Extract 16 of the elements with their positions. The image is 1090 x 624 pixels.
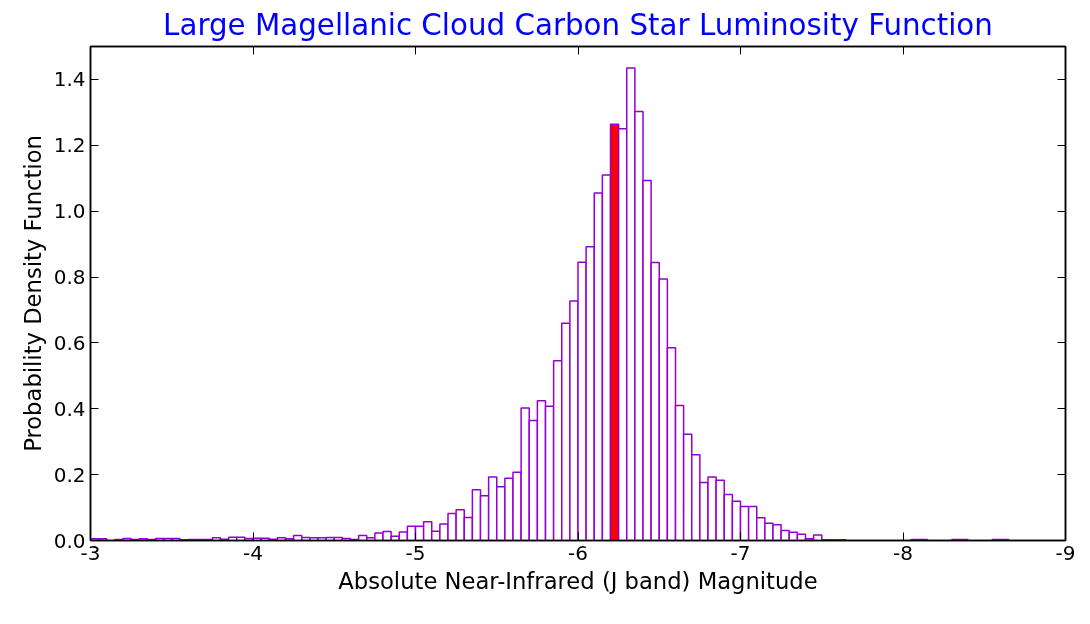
x-tick-label: -7 xyxy=(730,540,751,565)
y-tick-label: 0.8 xyxy=(53,265,86,290)
x-tick-label: -5 xyxy=(405,540,426,565)
y-tick-label: 1.4 xyxy=(53,67,86,92)
y-tick-label: 1.0 xyxy=(53,199,86,224)
y-tick-label: 1.2 xyxy=(53,133,86,158)
x-tick-label: -6 xyxy=(568,540,588,565)
y-tick-label: 0.6 xyxy=(53,330,86,355)
x-axis-title: Absolute Near-Infrared (J band) Magnitude xyxy=(338,567,818,594)
y-axis-title: Probability Density Function xyxy=(19,135,46,452)
y-tick-label: 0.4 xyxy=(53,396,86,421)
x-tick-label: -9 xyxy=(1055,540,1076,565)
chart-title: Large Magellanic Cloud Carbon Star Luminosity Function xyxy=(163,7,993,42)
y-tick-label: 0.2 xyxy=(53,462,86,487)
x-tick-label: -4 xyxy=(243,540,263,565)
x-tick-label: -8 xyxy=(893,540,913,565)
